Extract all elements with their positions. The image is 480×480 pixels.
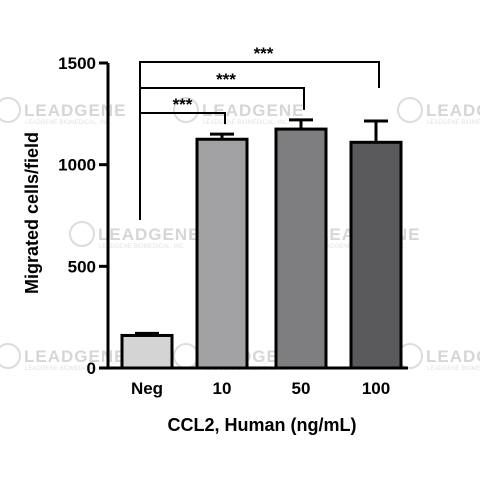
y-tick-label: 1500 [58,54,96,73]
y-axis-title: Migrated cells/field [22,132,42,294]
bar-100 [349,140,403,370]
y-ticks: 0 500 1000 1500 [58,54,108,378]
watermark-subtext: LEADGENE BIOMEDICAL, INC. [427,120,480,126]
x-tick-label-10: 10 [213,379,232,398]
y-tick-label: 1000 [58,156,96,175]
watermark-text: LEADGENE [24,101,126,120]
bar-Neg [120,333,174,370]
watermark-text: LEADGENE [98,225,200,244]
error-bar-50 [289,118,313,130]
bar-50 [274,127,328,370]
bar-10 [195,137,249,370]
x-tick-label-Neg: Neg [131,379,163,398]
significance-label: *** [216,70,236,89]
significance-bracket: *** [139,44,380,220]
x-tick-label-50: 50 [292,379,311,398]
watermark-subtext: LEADGENE BIOMEDICAL, INC. [203,120,290,126]
significance-label: *** [173,95,193,114]
watermark-subtext: LEADGENE BIOMEDICAL, INC. [427,366,480,372]
watermark-text: LEADGENE [426,347,480,366]
watermark-text: LEADGENE [426,101,480,120]
x-tick-label-100: 100 [362,379,390,398]
significance-brackets: *** *** *** [139,44,380,220]
error-bar-10 [210,132,234,140]
x-axis-title: CCL2, Human (ng/mL) [168,415,357,435]
significance-label: *** [254,44,274,63]
watermark-subtext: LEADGENE BIOMEDICAL, INC. [25,120,112,126]
error-bars [135,118,388,336]
error-bar-100 [364,119,388,143]
y-tick-label: 500 [68,257,96,276]
watermark-text: LEADGENE [202,101,304,120]
bars [120,127,403,370]
x-tick-labels: Neg 10 50 100 [131,379,390,398]
watermark-subtext: LEADGENE BIOMEDICAL, INC. [99,244,186,250]
error-bar-Neg [135,331,159,336]
watermark-text: LEADGENE [24,347,126,366]
watermark-subtext: LEADGENE BIOMEDICAL, INC. [25,366,112,372]
y-tick-label: 0 [87,359,96,378]
